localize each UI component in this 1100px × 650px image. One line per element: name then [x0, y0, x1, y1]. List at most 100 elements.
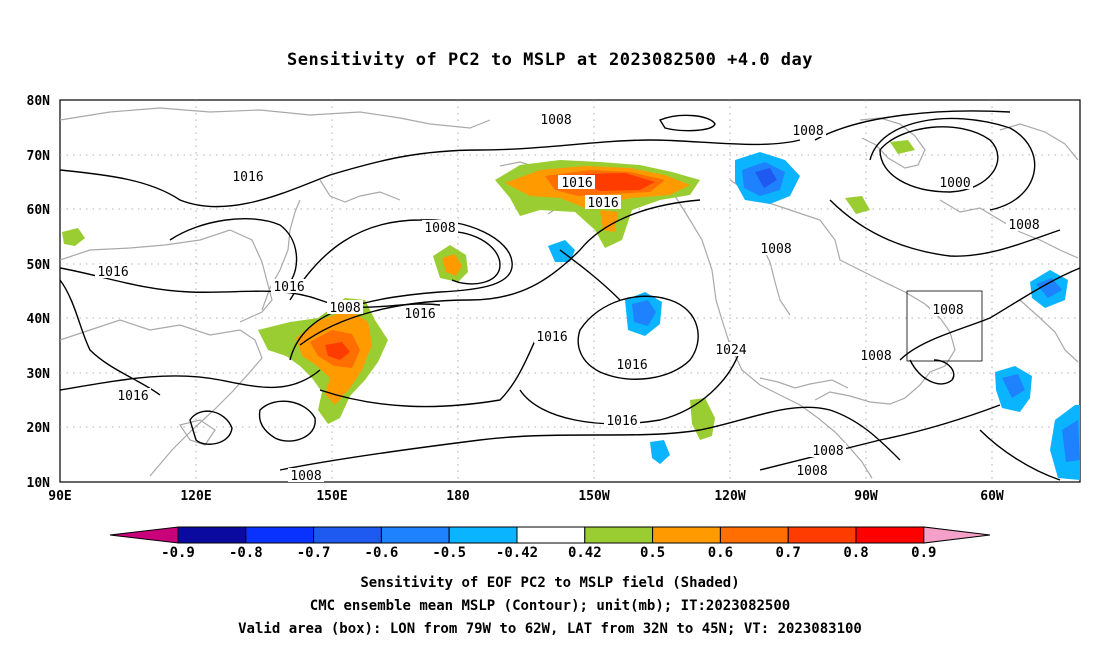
lat-tick-labels: 80N 70N 60N 50N 40N 30N 20N 10N: [27, 94, 51, 491]
contour-label: 1008: [290, 469, 321, 484]
contour-label-bg: [559, 175, 595, 189]
colorbar-segment: [787, 526, 857, 544]
shade-positive: [442, 254, 462, 276]
contour-labels: 1008 1008 1016 1016 1016 1008 1016 1016 1008 1016…: [95, 112, 1042, 484]
colorbar-segment: [516, 526, 586, 544]
shade-negative: [1062, 420, 1080, 462]
contour-label: 1008: [424, 221, 455, 236]
contour-label-bg: [713, 342, 749, 356]
contour-label-bg: [534, 329, 570, 343]
lon-tick-label: 120W: [714, 489, 745, 504]
colorbar-segment: [719, 526, 789, 544]
shade-positive: [690, 398, 715, 440]
contour-label: 1016: [232, 170, 263, 185]
footer-line-1: Sensitivity of EOF PC2 to MSLP field (Sh…: [360, 575, 740, 591]
lat-tick-label: 40N: [27, 312, 51, 327]
map-title: Sensitivity of PC2 to MSLP at 2023082500…: [286, 50, 813, 70]
contour-label-bg: [930, 302, 966, 316]
contour-label-bg: [95, 264, 131, 278]
contour-label: 1016: [117, 389, 148, 404]
shade-positive: [890, 140, 915, 154]
colorbar-label: -0.7: [297, 545, 331, 561]
colorbar-label: 0.8: [843, 545, 868, 561]
contour-label: 1016: [561, 176, 592, 191]
shade-positive: [600, 210, 618, 232]
colorbar-label: -0.9: [161, 545, 195, 561]
contour-label: 1008: [860, 349, 891, 364]
lon-tick-label: 150W: [578, 489, 609, 504]
contour-label: 1008: [796, 464, 827, 479]
contour-label: 1008: [792, 124, 823, 139]
contour-label: 1008: [760, 242, 791, 257]
contour-label: 1016: [616, 358, 647, 373]
valid-area-box: [906, 290, 983, 362]
contour-label-bg: [402, 306, 438, 320]
colorbar-segment: [313, 526, 382, 544]
contour-label: 1016: [587, 196, 618, 211]
colorbar-left-arrow: [109, 526, 179, 544]
lon-tick-label: 120E: [180, 489, 211, 504]
lon-tick-label: 90W: [854, 489, 878, 504]
contour-label: 1016: [606, 414, 637, 429]
contour-label-bg: [614, 357, 650, 371]
mslp-contours: [60, 110, 1080, 481]
colorbar-segment: [855, 526, 925, 544]
colorbar: -0.9 -0.8 -0.7 -0.6 -0.5 -0.42 0.42 0.5 0.6 0.7 0.…: [109, 526, 991, 561]
shade-positive: [585, 173, 655, 191]
contour-label-bg: [538, 112, 574, 126]
shade-negative: [650, 440, 670, 464]
colorbar-segment: [448, 526, 518, 544]
colorbar-label: 0.7: [776, 545, 801, 561]
contour-label-bg: [810, 443, 846, 457]
contour-label-bg: [794, 463, 830, 477]
lat-tick-label: 30N: [27, 367, 51, 382]
contour-label-bg: [327, 300, 363, 314]
lat-tick-label: 80N: [27, 94, 51, 109]
lon-tick-label: 90E: [48, 489, 71, 504]
shade-negative: [632, 300, 656, 326]
contour-label: 1008: [329, 301, 360, 316]
contour-label: 1008: [932, 303, 963, 318]
contour-label: 1008: [1008, 218, 1039, 233]
grid-lines: [60, 100, 1080, 482]
lon-tick-label: 150E: [316, 489, 347, 504]
contour-label-bg: [937, 175, 973, 189]
colorbar-right-arrow: [923, 526, 991, 544]
contour-label-bg: [758, 241, 794, 255]
shade-negative: [755, 168, 777, 188]
contour-label-bg: [604, 413, 640, 427]
lat-tick-label: 20N: [27, 421, 51, 436]
lat-tick-label: 60N: [27, 203, 51, 218]
contour-label: 1016: [97, 265, 128, 280]
lat-tick-label: 50N: [27, 258, 51, 273]
contour-label: 1016: [273, 280, 304, 295]
contour-label: 1008: [812, 444, 843, 459]
contour-label-bg: [790, 123, 826, 137]
colorbar-label: 0.42: [568, 545, 602, 561]
colorbar-label: -0.5: [432, 545, 466, 561]
colorbar-segment: [177, 526, 247, 544]
colorbar-label: 0.5: [640, 545, 665, 561]
colorbar-label: -0.42: [496, 545, 538, 561]
shade-positive: [845, 196, 870, 214]
colorbar-segment: [652, 526, 721, 544]
colorbar-label: -0.6: [365, 545, 399, 561]
contour-label: 1024: [715, 343, 746, 358]
lat-tick-label: 10N: [27, 476, 51, 491]
shade-positive: [325, 342, 350, 360]
contour-label-bg: [288, 468, 324, 482]
contour-label-bg: [422, 220, 458, 234]
contour-label: 1008: [540, 113, 571, 128]
shade-negative: [1036, 278, 1062, 298]
contour-label-bg: [115, 388, 151, 402]
colorbar-segment: [584, 526, 654, 544]
contour-label-bg: [585, 195, 621, 209]
shade-positive: [62, 228, 85, 246]
colorbar-label: 0.6: [708, 545, 733, 561]
colorbar-segment: [245, 526, 315, 544]
contour-label-bg: [271, 279, 307, 293]
lat-tick-label: 70N: [27, 149, 51, 164]
lon-tick-labels: 90E 120E 150E 180 150W 120W 90W 60W: [48, 489, 1004, 504]
footer-line-2: CMC ensemble mean MSLP (Contour); unit(m…: [309, 598, 791, 614]
